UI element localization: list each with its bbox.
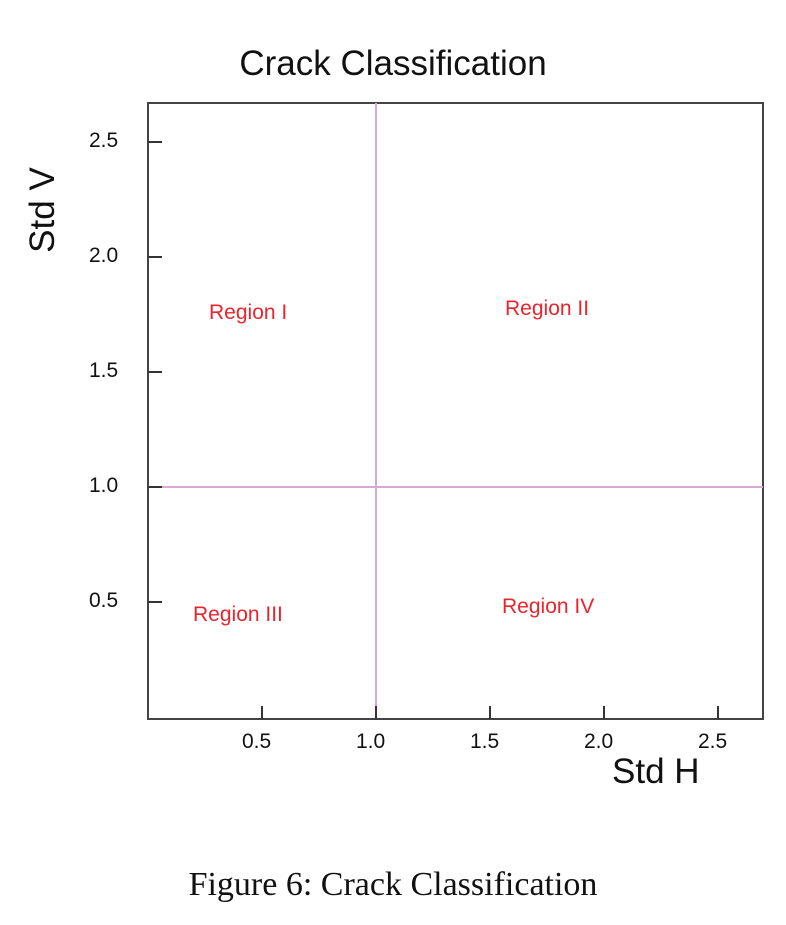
y-tick-label: 1.5 [89,359,119,382]
x-tick-label: 0.5 [242,730,272,753]
chart-title: Crack Classification [239,44,547,83]
region-label-i: Region I [209,301,288,324]
y-tick-label: 2.5 [89,129,119,152]
x-axis-label: Std H [612,752,700,791]
x-tick-label: 1.5 [470,730,500,753]
x-tick-label: 2.5 [698,730,728,753]
region-label-iv: Region IV [502,595,595,618]
y-ticks [148,141,162,603]
x-ticks [261,706,719,719]
x-tick-label: 2.0 [584,730,614,753]
y-axis-label: Std V [23,167,62,253]
region-label-ii: Region II [505,297,590,320]
plot-area [147,102,764,720]
y-tick-label: 0.5 [89,589,119,612]
region-label-iii: Region III [193,603,283,626]
y-tick-label: 2.0 [89,244,119,267]
y-tick-label: 1.0 [89,474,119,497]
x-tick-label: 1.0 [356,730,386,753]
figure-caption: Figure 6: Crack Classification [188,866,598,903]
